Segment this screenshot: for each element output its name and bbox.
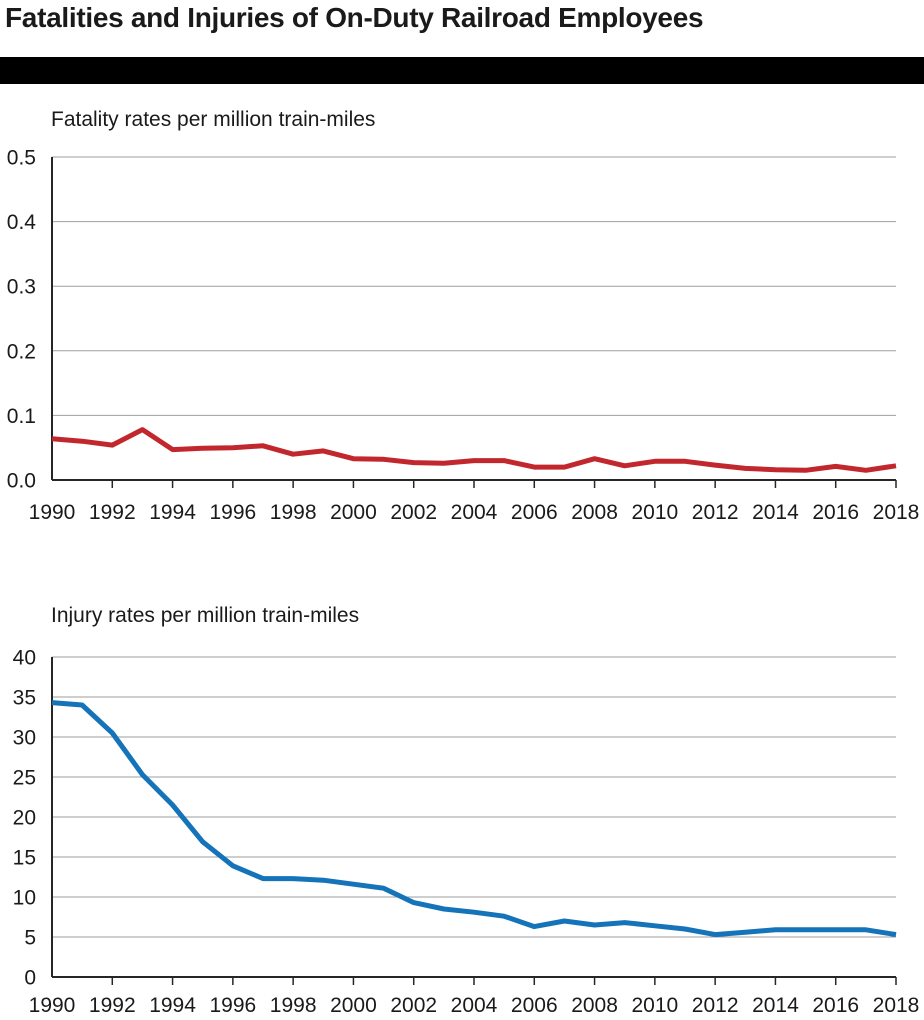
y-tick-label: 30: [13, 727, 36, 750]
x-tick-label: 2010: [631, 994, 678, 1017]
x-tick-label: 2010: [631, 501, 678, 524]
y-tick-label: 25: [13, 767, 36, 790]
y-tick-label: 0.5: [7, 147, 36, 170]
x-tick-label: 2002: [390, 501, 437, 524]
x-tick-label: 1996: [209, 501, 256, 524]
x-tick-label: 2002: [390, 994, 437, 1017]
y-tick-label: 0.3: [7, 276, 36, 299]
y-tick-label: 0.1: [7, 405, 36, 428]
x-tick-label: 2008: [571, 501, 618, 524]
x-tick-label: 1992: [89, 994, 136, 1017]
x-tick-label: 2006: [511, 501, 558, 524]
x-tick-label: 2014: [752, 994, 799, 1017]
x-tick-label: 2008: [571, 994, 618, 1017]
x-tick-label: 2004: [451, 501, 498, 524]
fatality-chart: 0.0 0.1 0.2 0.3 0.4 0.5 1990 1992 1994 1996 1998 20…: [7, 147, 920, 525]
x-tick-label: 2000: [330, 994, 377, 1017]
injury-chart: 0 5 10 15 20 25 30 35 40 1990 1992 1994 1996 1998 2000…: [13, 647, 920, 1018]
x-tick-label: 1994: [149, 994, 196, 1017]
x-tick-label: 2004: [451, 994, 498, 1017]
y-tick-label: 35: [13, 687, 36, 710]
x-tick-label: 2016: [812, 501, 859, 524]
x-tick-label: 2018: [873, 994, 920, 1017]
y-tick-label: 0.0: [7, 470, 36, 493]
x-tick-label: 2012: [692, 994, 739, 1017]
x-tick-label: 2016: [812, 994, 859, 1017]
figure-title: Fatalities and Injuries of On-Duty Railr…: [5, 2, 704, 33]
x-tick-label: 1996: [209, 994, 256, 1017]
x-tick-label: 1998: [270, 501, 317, 524]
x-tick-label: 2006: [511, 994, 558, 1017]
x-tick-label: 1994: [149, 501, 196, 524]
x-tick-label: 2018: [873, 501, 920, 524]
x-tick-label: 1990: [29, 501, 76, 524]
x-tick-label: 2014: [752, 501, 799, 524]
fatality-chart-subtitle: Fatality rates per million train-miles: [51, 108, 376, 131]
y-tick-label: 40: [13, 647, 36, 670]
x-tick-label: 1992: [89, 501, 136, 524]
x-tick-label: 1998: [270, 994, 317, 1017]
x-tick-label: 2012: [692, 501, 739, 524]
y-tick-label: 0.4: [7, 211, 37, 234]
injury-chart-subtitle: Injury rates per million train-miles: [51, 604, 360, 627]
y-tick-label: 15: [13, 847, 36, 870]
y-tick-label: 0.2: [7, 340, 36, 363]
fatality-data-line: [51, 427, 897, 473]
y-tick-label: 20: [13, 807, 36, 830]
title-separator-band: [0, 57, 924, 84]
y-tick-label: 5: [24, 927, 36, 950]
y-tick-label: 10: [13, 887, 36, 910]
x-tick-label: 2000: [330, 501, 377, 524]
injury-data-line: [51, 700, 897, 938]
x-tick-label: 1990: [29, 994, 76, 1017]
y-tick-label: 0: [24, 967, 36, 990]
